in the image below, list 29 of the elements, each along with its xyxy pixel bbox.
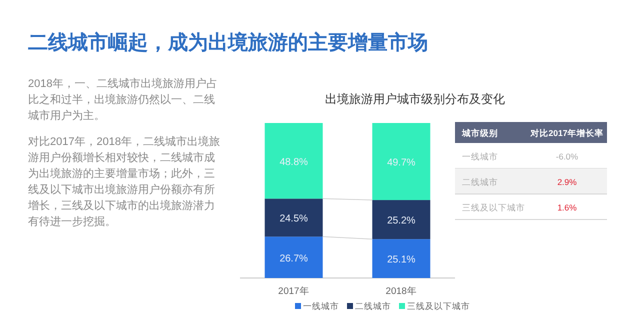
text: 2.9% xyxy=(557,176,578,187)
text: 2018年，一、二线城市出境旅游用户占比之和过半，出境旅游仍然以一、二线城市用户为主。 xyxy=(28,76,218,124)
bar xyxy=(372,239,430,278)
bar xyxy=(372,123,430,200)
chart-title: 出境旅游用户城市级别分布及变化 xyxy=(325,92,505,106)
data-label: 25.2% xyxy=(387,216,416,227)
bar xyxy=(372,200,430,240)
text: 二线城市崛起，成为出境旅游的主要增量市场 xyxy=(28,30,429,56)
data-label: 49.7% xyxy=(387,158,416,169)
text: 对比2017年增长率 xyxy=(530,128,604,138)
legend-label: 二线城市 xyxy=(355,301,391,311)
data-label: 48.8% xyxy=(280,156,308,168)
bar xyxy=(264,198,323,237)
bar xyxy=(264,123,323,199)
text: 城市级别 xyxy=(461,128,498,138)
x-tick-label: 2017年 xyxy=(278,285,310,297)
legend-label: 三线及以下城市 xyxy=(407,301,470,311)
x-tick-label: 2018年 xyxy=(386,285,417,297)
text: 二线城市 xyxy=(462,176,498,187)
text: -6.0% xyxy=(556,151,579,162)
bar xyxy=(264,236,323,278)
text: 对比2017年，2018年，二线城市出境旅游用户份额增长相对较快，二线城市成为出境旅游的主要增量市场；此外，三线及以下城市出境旅游用户份额亦有所增长，三线及以下城市的出境旅游潜力有待进一步挖掘。 xyxy=(28,134,220,230)
text: 1.6% xyxy=(557,202,578,212)
legend-label: 一线城市 xyxy=(303,301,339,311)
text: 三线及以下城市 xyxy=(462,202,525,212)
text: 一线城市 xyxy=(462,151,498,162)
data-label: 25.1% xyxy=(387,254,416,266)
data-label: 26.7% xyxy=(280,253,308,264)
data-label: 24.5% xyxy=(280,214,308,225)
